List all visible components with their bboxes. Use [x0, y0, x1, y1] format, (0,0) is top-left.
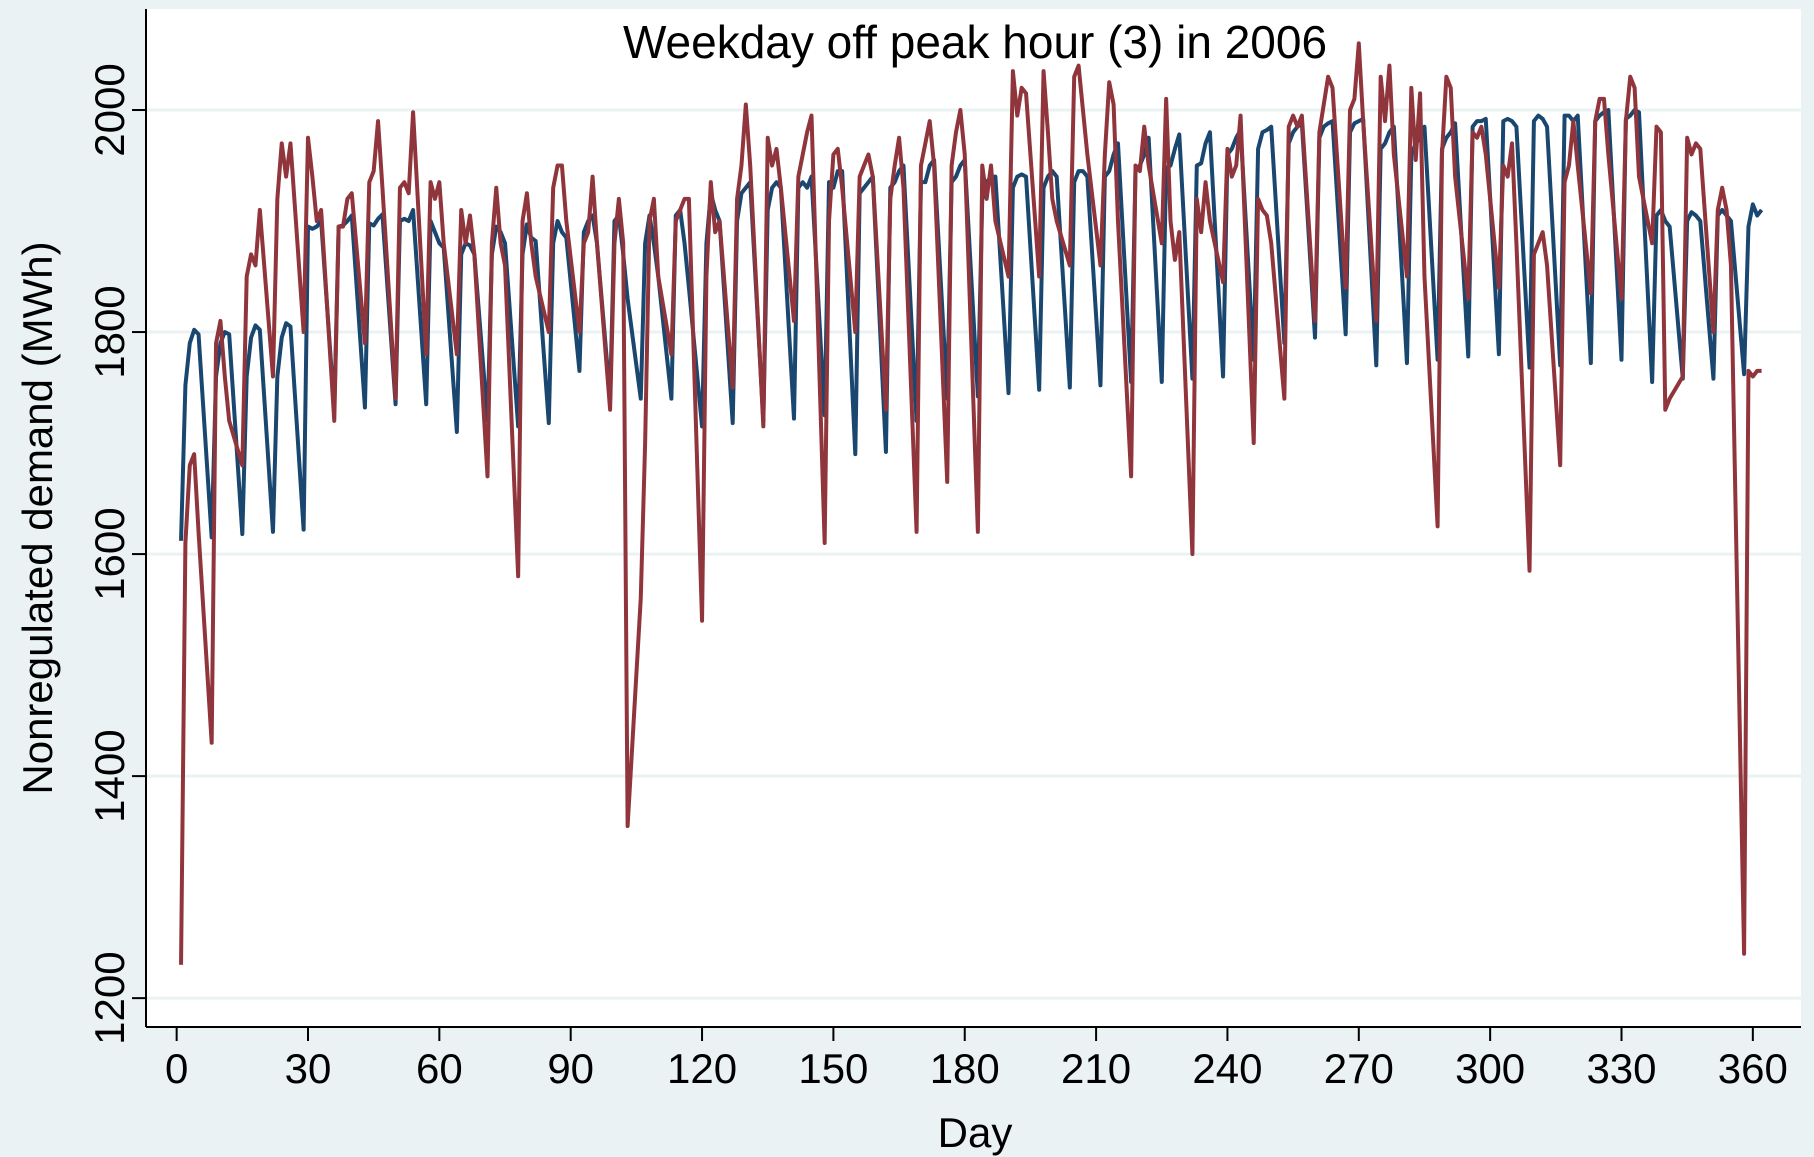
x-tick-label: 150	[798, 1045, 868, 1092]
x-tick-label: 30	[285, 1045, 332, 1092]
y-tick-label: 2000	[86, 63, 133, 156]
x-tick-label: 120	[667, 1045, 737, 1092]
x-tick-label: 330	[1586, 1045, 1656, 1092]
x-tick-label: 180	[930, 1045, 1000, 1092]
y-tick-label: 1400	[86, 729, 133, 822]
y-tick-label: 1200	[86, 951, 133, 1044]
x-tick-label: 270	[1324, 1045, 1394, 1092]
chart-title: Weekday off peak hour (3) in 2006	[623, 16, 1327, 68]
x-tick-label: 300	[1455, 1045, 1525, 1092]
x-tick-label: 0	[165, 1045, 188, 1092]
y-axis-label: Nonregulated demand (MWh)	[14, 241, 61, 794]
x-axis-label: Day	[938, 1109, 1013, 1156]
y-tick-label: 1800	[86, 285, 133, 378]
plot-area	[146, 9, 1801, 1027]
x-tick-label: 240	[1192, 1045, 1262, 1092]
series-line	[179, 41, 1762, 965]
series-line	[179, 108, 1764, 541]
y-tick-label: 1600	[86, 507, 133, 600]
x-tick-label: 360	[1718, 1045, 1788, 1092]
x-tick-label: 60	[416, 1045, 463, 1092]
x-tick-label: 90	[547, 1045, 594, 1092]
lines	[179, 41, 1764, 965]
x-tick-label: 210	[1061, 1045, 1131, 1092]
ticks: 1200 1400 1600 1800 2000 0 30 60 90 120 150 180 210 2…	[86, 63, 1788, 1092]
